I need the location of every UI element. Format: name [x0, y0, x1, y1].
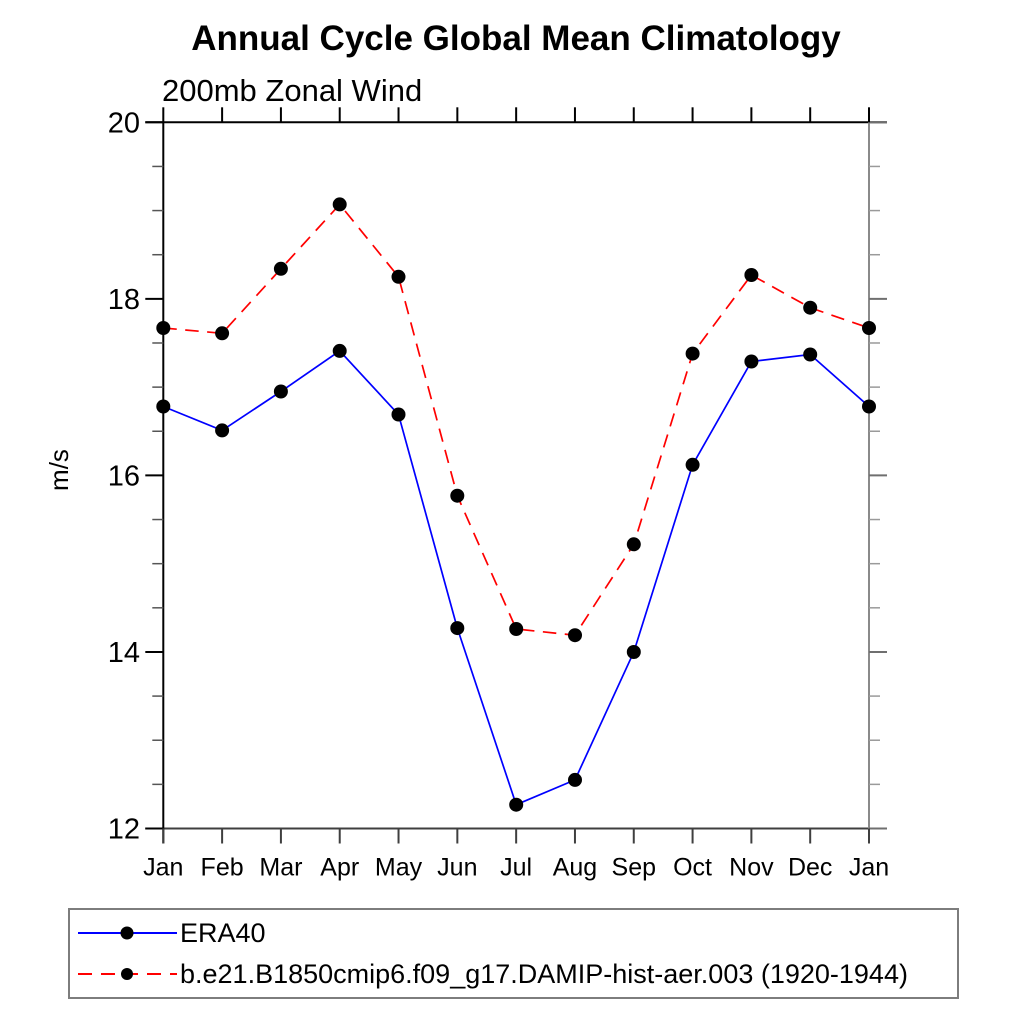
data-point-marker [685, 346, 700, 361]
x-tick-label: Oct [673, 854, 712, 882]
x-tick-label: Jan [849, 854, 889, 882]
data-point-marker [215, 423, 230, 438]
x-tick-label: Jul [500, 854, 532, 882]
data-point-marker [332, 197, 347, 212]
series-era40 [156, 343, 876, 812]
data-point-marker [862, 399, 876, 414]
data-point-marker [391, 269, 406, 284]
data-point-marker [862, 321, 876, 335]
series-model [156, 197, 876, 643]
data-point-marker [568, 628, 582, 643]
y-tick-label: 12 [108, 814, 140, 846]
x-tick-label: Aug [553, 854, 597, 882]
legend-row-model: b.e21.B1850cmip6.f09_g17.DAMIP-hist-aer.… [75, 957, 957, 991]
data-point-marker [744, 354, 759, 369]
x-tick-label: Feb [201, 854, 244, 882]
data-point-marker [450, 621, 465, 636]
legend-label-era40: ERA40 [180, 918, 266, 948]
data-point-marker [391, 407, 406, 422]
data-point-marker [803, 300, 818, 315]
series-line [163, 203, 870, 637]
data-point-marker [803, 347, 818, 362]
chart-subtitle: 200mb Zonal Wind [162, 73, 423, 108]
data-point-marker [273, 384, 288, 399]
legend: ERA40 b.e21.B1850cmip6.f09_g17.DAMIP-his… [68, 908, 959, 999]
x-tick-label: Jun [437, 854, 477, 882]
y-axis-title: m/s [44, 449, 74, 491]
axes [145, 121, 887, 844]
data-point-marker [626, 645, 641, 659]
data-point-marker [509, 622, 524, 636]
y-tick-label: 18 [108, 284, 140, 316]
legend-line-sample-solid [78, 926, 177, 940]
data-point-marker [685, 457, 700, 472]
legend-row-era40: ERA40 [75, 916, 957, 950]
series-line [162, 349, 870, 806]
x-tick-label: Sep [612, 854, 656, 882]
y-tick-label: 14 [108, 637, 140, 669]
x-tick-label: Dec [788, 854, 832, 882]
data-point-marker [450, 488, 465, 503]
data-point-marker [332, 343, 347, 358]
data-point-marker [156, 321, 171, 335]
chart-title: Annual Cycle Global Mean Climatology [191, 19, 841, 58]
data-point-marker [509, 797, 524, 812]
y-axis-ticks: 12 14 16 18 20 [108, 107, 887, 846]
data-point-marker [156, 399, 171, 414]
x-tick-label: Apr [320, 854, 359, 882]
x-tick-label: Mar [259, 854, 302, 882]
x-tick-label: Nov [729, 854, 774, 882]
data-point-marker [568, 772, 582, 787]
x-tick-label: May [375, 854, 423, 882]
x-tick-label: Jan [143, 854, 183, 882]
data-point-marker [273, 261, 288, 276]
y-tick-label: 16 [108, 460, 140, 492]
data-point-marker [744, 268, 759, 282]
y-tick-label: 20 [108, 107, 140, 139]
legend-label-model: b.e21.B1850cmip6.f09_g17.DAMIP-hist-aer.… [180, 959, 908, 989]
legend-line-sample-dashed [78, 968, 177, 980]
data-point-marker [215, 326, 230, 341]
data-point-marker [626, 537, 641, 552]
x-axis-ticks: Jan Feb Mar Apr May Jun Jul Aug Sep Oct Nov Dec Jan [143, 107, 889, 882]
